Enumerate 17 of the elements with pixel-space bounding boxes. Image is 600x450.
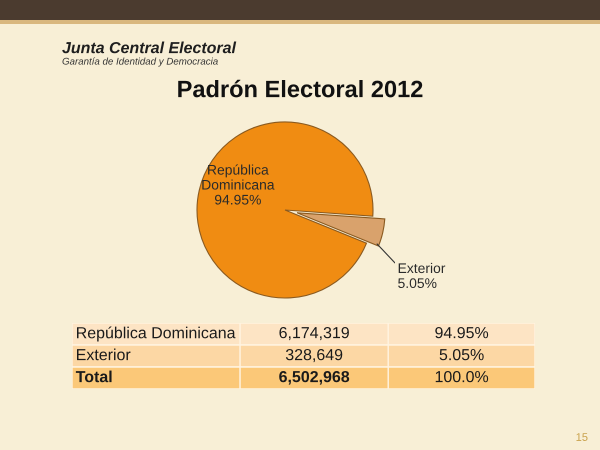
- slice-label: República Dominicana: [202, 164, 275, 190]
- data-label: 94.95%: [214, 194, 261, 205]
- data-label: 5.05%: [398, 278, 436, 288]
- text: 5.05%: [440, 348, 484, 360]
- text: 6,502,968: [279, 370, 350, 385]
- chart-title: Padrón Electoral 2012: [178, 80, 422, 98]
- text: Exterior: [77, 348, 130, 360]
- text: 15: [576, 433, 588, 441]
- slice-label: Exterior: [398, 262, 446, 274]
- text: 100.0%: [436, 370, 488, 382]
- text: 6,174,319: [279, 326, 349, 340]
- text: República Dominicana: [77, 326, 236, 342]
- text: Garantía de Identidad y Democracia: [62, 57, 218, 67]
- text: 94.95%: [435, 326, 488, 338]
- text: Total: [76, 370, 112, 382]
- text: 328,649: [286, 348, 342, 362]
- text: Junta Central Electoral: [62, 42, 236, 54]
